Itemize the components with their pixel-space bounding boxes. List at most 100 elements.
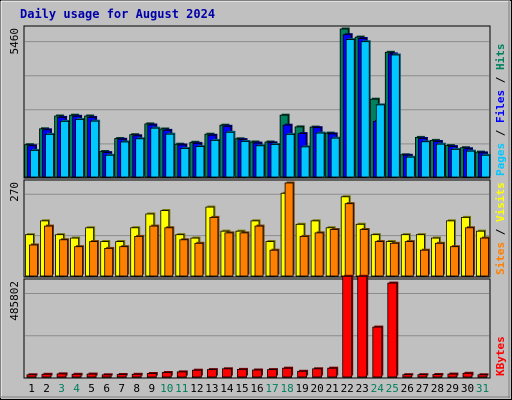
bar-pages xyxy=(285,133,295,178)
bar-sites xyxy=(239,232,249,277)
x-tick-label: 24 xyxy=(371,382,385,395)
bar-kbytes xyxy=(161,372,172,378)
x-tick-label: 16 xyxy=(250,382,263,395)
bar-sites xyxy=(465,227,474,277)
bar-pages xyxy=(60,121,69,178)
legend-separator: / xyxy=(494,222,507,242)
bar-kbytes xyxy=(297,370,308,378)
bar-kbytes xyxy=(267,369,277,378)
legend-separator: / xyxy=(494,123,507,143)
bar-pages xyxy=(90,120,99,178)
bar-sites xyxy=(314,232,324,277)
bar-sites xyxy=(134,235,144,277)
bar-kbytes xyxy=(402,374,413,378)
bar-pages xyxy=(225,131,235,178)
bar-sites xyxy=(29,244,38,277)
panel-kbytes-frame xyxy=(23,278,491,379)
chart-title: Daily usage for August 2024 xyxy=(20,7,215,21)
bar-pages xyxy=(330,137,340,178)
legend-kbytes: KBytes xyxy=(494,336,507,376)
x-tick-label: 15 xyxy=(235,382,248,395)
bar-pages xyxy=(466,150,475,178)
bar-pages xyxy=(300,146,310,178)
bar-kbytes xyxy=(477,374,488,378)
x-tick-label: 4 xyxy=(73,382,80,395)
bar-pages xyxy=(255,145,265,178)
bar-kbytes xyxy=(342,275,353,378)
x-tick-label: 25 xyxy=(386,382,399,395)
bar-sites xyxy=(344,203,354,277)
bar-kbytes xyxy=(131,373,142,378)
x-tick-label: 12 xyxy=(190,382,203,395)
x-tick-label: 31 xyxy=(476,382,489,395)
bar-kbytes xyxy=(221,368,232,378)
bar-sites xyxy=(119,246,129,277)
bar-sites xyxy=(284,182,294,277)
bar-sites xyxy=(359,229,369,277)
bar-kbytes xyxy=(146,373,157,378)
x-tick-label: 23 xyxy=(356,382,369,395)
x-tick-label: 3 xyxy=(58,382,65,395)
panels-layer: 5460 Pages / Files / Hits 270 Sites / Visit… xyxy=(8,25,507,379)
bar-kbytes xyxy=(116,374,127,378)
panel-hits-files-pages-side-legend: Pages / Files / Hits xyxy=(494,44,507,177)
x-tick-label: 19 xyxy=(295,382,308,395)
bar-kbytes xyxy=(462,372,473,378)
bar-kbytes xyxy=(357,275,368,378)
x-tick-label: 7 xyxy=(118,382,125,395)
bar-sites xyxy=(480,237,489,277)
x-tick-label: 29 xyxy=(446,382,459,395)
legend-pages: Pages xyxy=(494,143,507,176)
bar-kbytes xyxy=(71,373,82,378)
panel-visits-sites-ymax-label: 270 xyxy=(8,182,21,202)
x-tick-label: 9 xyxy=(148,382,155,395)
bar-kbytes xyxy=(282,367,293,378)
bar-pages xyxy=(120,141,130,178)
bar-kbytes xyxy=(447,373,458,378)
x-tick-label: 1 xyxy=(28,382,35,395)
bar-pages xyxy=(105,154,115,178)
bar-pages xyxy=(450,148,460,178)
bar-pages xyxy=(180,148,190,178)
bar-pages xyxy=(345,39,355,178)
bar-sites xyxy=(149,225,159,277)
bar-pages xyxy=(195,146,205,178)
x-tick-label: 17 xyxy=(265,382,278,395)
bar-sites xyxy=(59,239,68,277)
bar-sites xyxy=(269,249,279,277)
bar-sites xyxy=(179,239,189,277)
x-tick-label: 14 xyxy=(220,382,234,395)
x-tick-label: 21 xyxy=(326,382,339,395)
bar-pages xyxy=(435,143,445,178)
x-tick-label: 5 xyxy=(88,382,95,395)
x-tick-label: 28 xyxy=(431,382,444,395)
bar-kbytes xyxy=(252,369,262,378)
bar-kbytes xyxy=(26,374,37,378)
bar-sites xyxy=(404,241,414,277)
bar-sites xyxy=(104,247,114,277)
bar-kbytes xyxy=(327,367,338,378)
x-tick-label: 27 xyxy=(416,382,429,395)
bar-kbytes xyxy=(237,368,247,378)
bar-kbytes xyxy=(432,374,443,378)
bar-sites xyxy=(419,249,429,277)
bar-pages xyxy=(210,139,220,178)
bar-sites xyxy=(434,242,444,277)
bar-kbytes xyxy=(372,326,383,378)
x-axis-labels: 1 2 3 4 5 6 7 8 9 10 11 12 13 14 15 16 17 18 19 20 21 22 23 24 2… xyxy=(28,382,489,395)
bar-sites xyxy=(89,241,98,277)
x-tick-label: 22 xyxy=(341,382,354,395)
bar-pages xyxy=(481,154,490,178)
panel-kbytes-side-legend: KBytes xyxy=(494,336,507,376)
bar-sites xyxy=(224,232,234,277)
bar-pages xyxy=(390,54,400,178)
bar-pages xyxy=(30,149,39,178)
bar-pages xyxy=(45,133,54,178)
bar-sites xyxy=(194,242,204,277)
bar-kbytes xyxy=(56,373,67,378)
legend-visits: Visits xyxy=(494,182,507,222)
x-tick-label: 30 xyxy=(461,382,474,395)
bar-sites xyxy=(254,225,264,277)
bar-pages xyxy=(240,141,250,178)
